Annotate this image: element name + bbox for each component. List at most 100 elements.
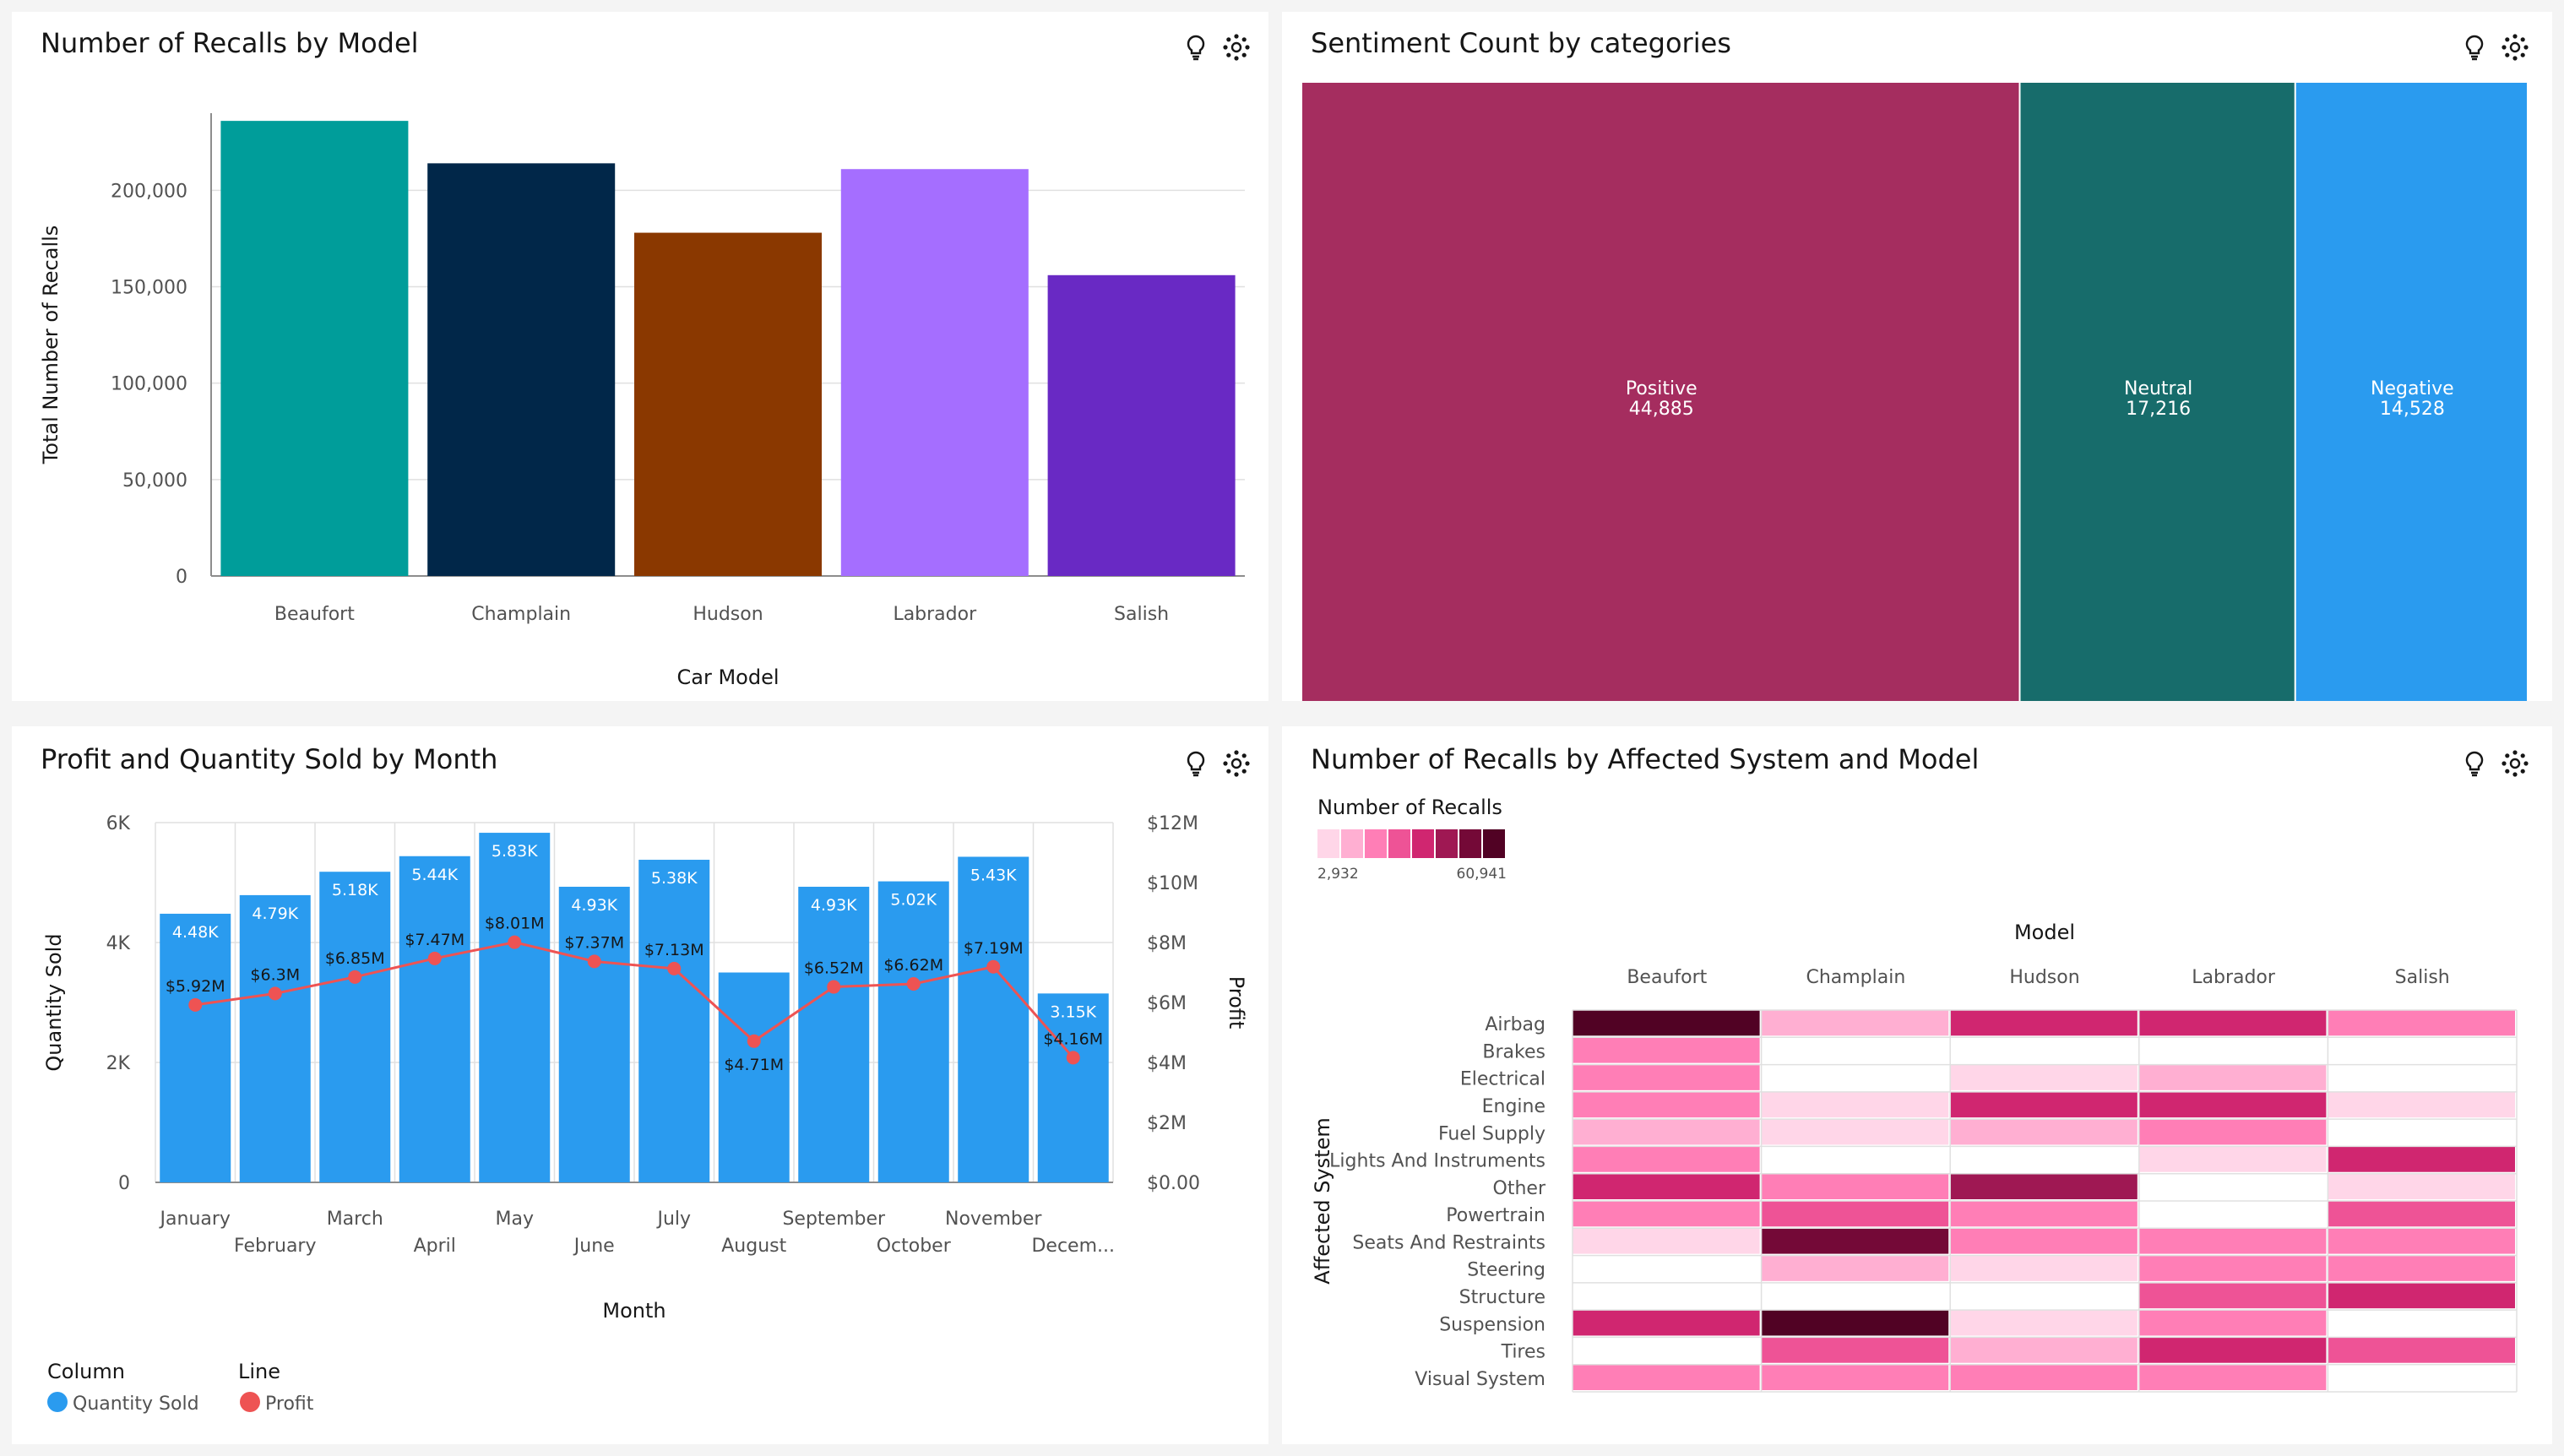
legend-swatch-profit: [240, 1392, 260, 1412]
settings-icon[interactable]: [2500, 748, 2530, 779]
profit-point: [906, 976, 921, 991]
heatmap-cell: [1573, 1091, 1760, 1118]
heatmap-cell: [1761, 1201, 1949, 1227]
x-tick-label: Labrador: [893, 604, 977, 625]
y-axis-title: Total Number of Recalls: [39, 225, 62, 465]
heatmap-cell: [1573, 1173, 1760, 1199]
heatmap-cell: [1950, 1255, 2138, 1281]
row-label: Electrical: [1460, 1069, 1545, 1090]
heatmap-cell: [2328, 1310, 2515, 1336]
heatmap-cell: [1950, 1201, 2138, 1227]
heatmap-cell: [2138, 1173, 2327, 1199]
row-label: Seats And Restraints: [1352, 1232, 1545, 1253]
treemap-cell-positive: [1302, 83, 2019, 701]
heatmap-cell: [2138, 1146, 2327, 1172]
heatmap-cell: [2328, 1091, 2515, 1118]
lightbulb-icon[interactable]: [2459, 32, 2490, 62]
profit-data-label: $4.16M: [1043, 1030, 1103, 1048]
y-tick-label: 100,000: [111, 374, 187, 395]
legend-swatch: [1317, 829, 1339, 858]
y2-tick-label: $0.00: [1147, 1173, 1200, 1194]
heatmap-cell: [1573, 1228, 1760, 1254]
heatmap-cell: [1573, 1310, 1760, 1336]
heatmap-cell: [2328, 1064, 2515, 1090]
column-label: Beaufort: [1627, 967, 1707, 988]
heatmap-cell: [2328, 1173, 2515, 1199]
bar-data-label: 5.83K: [492, 842, 538, 861]
heatmap-cell: [1573, 1255, 1760, 1281]
row-label: Other: [1493, 1178, 1546, 1199]
legend-swatch: [1483, 829, 1505, 858]
heatmap-cell: [1761, 1282, 1949, 1309]
heatmap-cell: [2138, 1037, 2327, 1063]
row-label: Airbag: [1485, 1014, 1545, 1035]
quantity-bar: [479, 833, 551, 1182]
heatmap-cell: [2328, 1119, 2515, 1145]
x-tick-label: April: [414, 1236, 456, 1257]
treemap-cell-negative: [2295, 83, 2527, 701]
legend-line-title: Line: [238, 1360, 280, 1383]
heatmap-cell: [2328, 1282, 2515, 1309]
heatmap-cell: [2328, 1255, 2515, 1281]
lightbulb-icon[interactable]: [2459, 748, 2490, 779]
profit-point: [827, 980, 841, 994]
column-label: Hudson: [2009, 967, 2079, 988]
quantity-bar: [239, 894, 311, 1182]
profit-point: [747, 1034, 761, 1048]
profit-data-label: $6.3M: [250, 965, 300, 984]
bar-hudson: [634, 232, 822, 576]
profit-data-label: $7.47M: [405, 931, 464, 949]
bar-data-label: 5.43K: [970, 866, 1017, 884]
heatmap-cell: [2328, 1201, 2515, 1227]
bar-data-label: 4.48K: [172, 923, 219, 942]
row-label: Engine: [1482, 1096, 1545, 1117]
bar-beaufort: [220, 121, 409, 577]
settings-icon[interactable]: [1221, 748, 1252, 779]
quantity-bar: [160, 913, 231, 1182]
y-tick-label: 6K: [106, 813, 131, 834]
x-tick-label: March: [327, 1209, 383, 1230]
profit-data-label: $6.52M: [804, 959, 864, 978]
heatmap-cell: [1573, 1037, 1760, 1063]
heatmap-cell: [2138, 1255, 2327, 1281]
y-axis-title: Quantity Sold: [42, 933, 66, 1071]
row-label: Lights And Instruments: [1329, 1151, 1545, 1172]
recalls-by-model-panel: Number of Recalls by Model 0 50,000 100,00…: [12, 12, 1268, 701]
treemap-label: Negative: [2371, 378, 2454, 399]
bar-data-label: 4.93K: [811, 896, 857, 915]
lightbulb-icon[interactable]: [1181, 32, 1211, 62]
bar-labrador: [840, 169, 1029, 576]
legend-swatch-quantity: [47, 1392, 68, 1412]
x-axis-title: Model: [2014, 921, 2075, 944]
heatmap-cell: [2138, 1282, 2327, 1309]
y2-axis-title: Profit: [1225, 976, 1248, 1030]
y-tick-label: 2K: [106, 1053, 131, 1074]
heatmap-cell: [2328, 1228, 2515, 1254]
heatmap-panel: Number of Recalls by Affected System and…: [1282, 726, 2552, 1444]
x-tick-label: August: [721, 1236, 786, 1257]
settings-icon[interactable]: [1221, 32, 1252, 62]
settings-icon[interactable]: [2500, 32, 2530, 62]
profit-point: [1066, 1051, 1080, 1065]
legend-max: 60,941: [1457, 866, 1507, 883]
profit-data-label: $7.13M: [644, 941, 704, 959]
profit-data-label: $7.19M: [964, 939, 1024, 958]
profit-line: [195, 941, 1074, 1059]
heatmap-cell: [2138, 1064, 2327, 1090]
heatmap-cell: [1761, 1146, 1949, 1172]
legend-min: 2,932: [1317, 866, 1359, 883]
x-tick-label: Beaufort: [274, 604, 355, 625]
x-tick-label: Salish: [1114, 604, 1169, 625]
profit-point: [188, 997, 203, 1012]
y2-tick-label: $4M: [1147, 1053, 1187, 1074]
lightbulb-icon[interactable]: [1181, 748, 1211, 779]
treemap-value: 17,216: [2126, 399, 2191, 420]
y-tick-label: 0: [176, 567, 187, 588]
bar-data-label: 5.18K: [332, 881, 378, 899]
heatmap-cell: [2328, 1337, 2515, 1363]
y2-tick-label: $12M: [1147, 813, 1198, 834]
heatmap-cell: [1761, 1119, 1949, 1145]
quantity-bar: [638, 860, 710, 1182]
heatmap-cell: [2138, 1091, 2327, 1118]
